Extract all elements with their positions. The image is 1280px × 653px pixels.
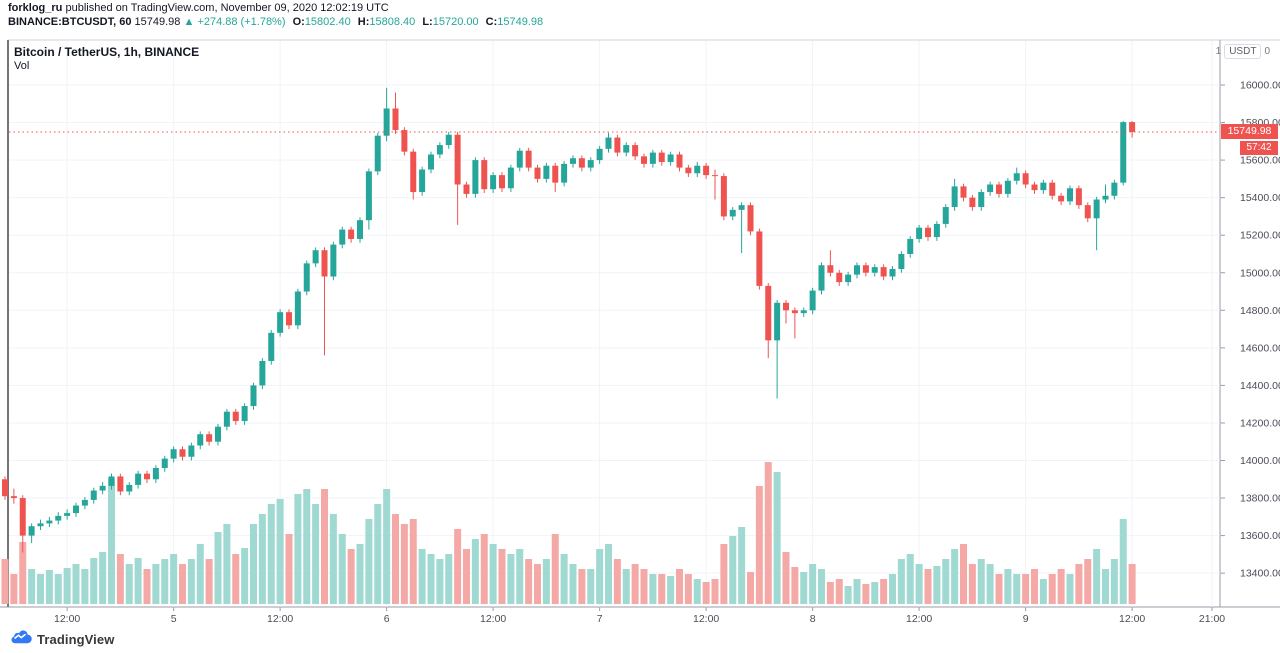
toggle-right-count: 0 xyxy=(1264,46,1270,57)
high-value: 15808.40 xyxy=(369,16,416,28)
open-label: O: xyxy=(292,16,305,28)
svg-text:14600.00: 14600.00 xyxy=(1240,342,1280,354)
chart-title: Bitcoin / TetherUS, 1h, BINANCE xyxy=(14,45,200,59)
svg-text:13600.00: 13600.00 xyxy=(1240,530,1280,542)
low-label: L: xyxy=(422,16,433,28)
symbol-info-line: BINANCE:BTCUSDT, 60 15749.98 ▲ +274.88 (… xyxy=(8,16,543,28)
svg-text:12:00: 12:00 xyxy=(54,613,80,625)
svg-text:21:00: 21:00 xyxy=(1199,613,1225,625)
toggle-left-count: 1 xyxy=(1215,46,1222,57)
last-price: 15749.98 xyxy=(134,16,181,28)
svg-text:7: 7 xyxy=(597,613,603,625)
close-label: C: xyxy=(485,16,498,28)
volume-indicator-label[interactable]: Vol xyxy=(14,60,30,72)
svg-text:16000.00: 16000.00 xyxy=(1240,80,1280,92)
author-name: forklog_ru xyxy=(8,2,63,14)
svg-text:13400.00: 13400.00 xyxy=(1240,568,1280,580)
price-change: +274.88 (+1.78%) xyxy=(197,16,286,28)
svg-text:14200.00: 14200.00 xyxy=(1240,417,1280,429)
high-label: H: xyxy=(357,16,370,28)
svg-text:9: 9 xyxy=(1023,613,1029,625)
price-axis-unit-toggle: 1 USDT 0 xyxy=(1216,44,1270,59)
last-price-badge: 15749.98 xyxy=(1221,124,1278,139)
bar-countdown-badge: 57:42 xyxy=(1240,141,1278,155)
low-value: 15720.00 xyxy=(432,16,479,28)
tradingview-cloud-icon xyxy=(10,629,32,649)
svg-text:14400.00: 14400.00 xyxy=(1240,380,1280,392)
open-value: 15802.40 xyxy=(304,16,351,28)
change-arrow-icon: ▲ xyxy=(183,16,195,28)
svg-text:6: 6 xyxy=(384,613,390,625)
svg-text:12:00: 12:00 xyxy=(267,613,293,625)
svg-text:5: 5 xyxy=(171,613,177,625)
attribution-line: forklog_ru published on TradingView.com,… xyxy=(8,2,389,14)
svg-text:14000.00: 14000.00 xyxy=(1240,455,1280,467)
svg-text:15000.00: 15000.00 xyxy=(1240,267,1280,279)
tradingview-logo[interactable]: TradingView xyxy=(10,629,114,649)
svg-text:8: 8 xyxy=(810,613,816,625)
svg-text:12:00: 12:00 xyxy=(480,613,506,625)
svg-text:15400.00: 15400.00 xyxy=(1240,192,1280,204)
svg-text:15200.00: 15200.00 xyxy=(1240,230,1280,242)
svg-text:13800.00: 13800.00 xyxy=(1240,493,1280,505)
symbol-name: BINANCE:BTCUSDT, 60 xyxy=(8,16,132,28)
published-text: published on TradingView.com, November 0… xyxy=(62,2,389,14)
tradingview-brand-text: TradingView xyxy=(37,631,115,647)
svg-text:15600.00: 15600.00 xyxy=(1240,155,1280,167)
svg-text:12:00: 12:00 xyxy=(693,613,719,625)
close-value: 15749.98 xyxy=(497,16,544,28)
usdt-unit-button[interactable]: USDT xyxy=(1224,44,1262,59)
svg-text:12:00: 12:00 xyxy=(1119,613,1145,625)
svg-text:12:00: 12:00 xyxy=(906,613,932,625)
svg-text:14800.00: 14800.00 xyxy=(1240,305,1280,317)
